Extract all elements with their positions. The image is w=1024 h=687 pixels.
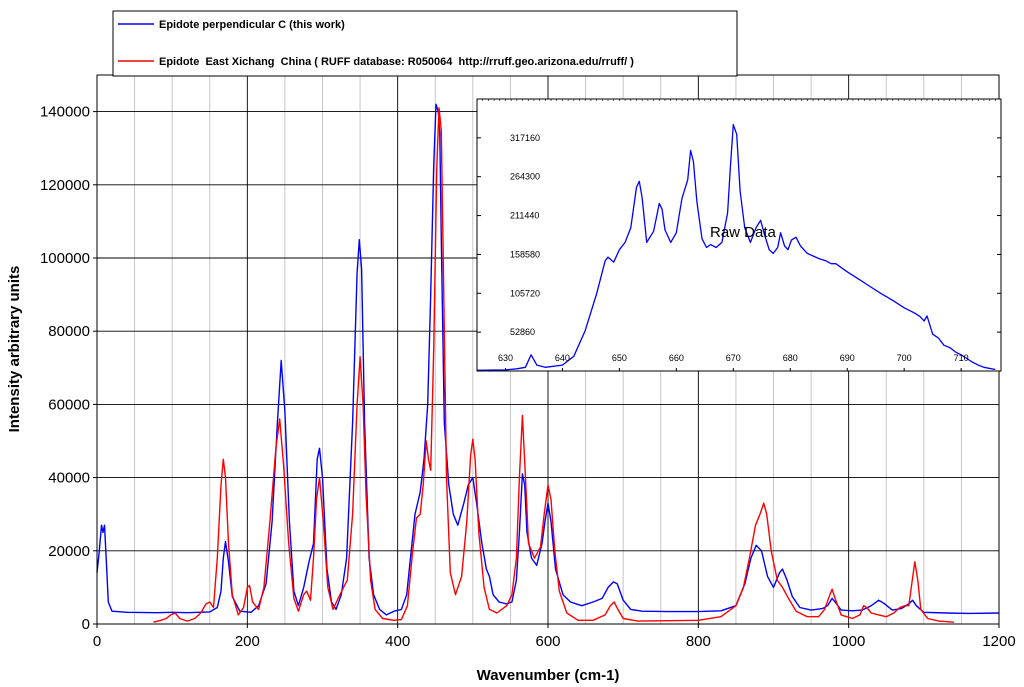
series-line-epidote-east-xichang: [153, 107, 954, 623]
inset-x-tick-label: 650: [612, 353, 627, 363]
legend: Epidote perpendicular C (this work) Epid…: [112, 10, 738, 77]
inset-x-tick-label: 710: [954, 353, 969, 363]
legend-label-series-1: Epidote perpendicular C (this work): [159, 19, 345, 31]
legend-label-series-2: Epidote East Xichang China ( RUFF databa…: [159, 56, 634, 68]
inset-chart: 630 640 650 660 670 680 690 700 710 52860 105720 1…: [476, 98, 1002, 372]
y-tick-label: 0: [82, 616, 90, 633]
inset-series-group: [476, 124, 996, 371]
inset-y-tick-label: 105720: [510, 288, 540, 298]
inset-annotation: Raw Data: [710, 224, 777, 241]
main-y-ticks: 0 20000 40000 60000 80000 100000 120000 140000: [40, 104, 97, 633]
y-tick-label: 100000: [40, 250, 90, 267]
inset-y-ticks: 52860 105720 158580 211440 264300 317160: [477, 133, 1001, 337]
x-axis-label: Wavenumber (cm-1): [477, 667, 620, 684]
x-tick-label: 200: [235, 633, 260, 650]
inset-y-tick-label: 211440: [510, 211, 539, 221]
y-axis-label: Intensity arbitrary units: [6, 266, 23, 433]
main-series-group: [96, 103, 1000, 623]
inset-y-tick-label: 158580: [510, 249, 540, 259]
inset-y-tick-label: 264300: [510, 172, 540, 182]
y-tick-label: 20000: [48, 543, 90, 560]
inset-x-tick-label: 680: [783, 353, 798, 363]
inset-series-line-raw-data: [476, 124, 996, 371]
x-tick-label: 1000: [832, 633, 865, 650]
inset-y-tick-label: 317160: [510, 133, 540, 143]
inset-x-tick-label: 700: [897, 353, 912, 363]
y-tick-label: 40000: [48, 470, 90, 487]
y-tick-label: 80000: [48, 323, 90, 340]
x-tick-label: 400: [385, 633, 410, 650]
y-tick-label: 120000: [40, 177, 90, 194]
inset-y-tick-label: 52860: [510, 327, 535, 337]
inset-x-tick-label: 660: [669, 353, 684, 363]
x-tick-label: 1200: [982, 633, 1015, 650]
y-tick-label: 140000: [40, 104, 90, 121]
inset-x-tick-label: 670: [726, 353, 741, 363]
inset-x-tick-label: 630: [498, 353, 513, 363]
inset-x-tick-label: 640: [555, 353, 570, 363]
x-tick-label: 800: [686, 633, 711, 650]
y-tick-label: 60000: [48, 396, 90, 413]
inset-frame-bg: [476, 98, 1002, 372]
main-x-ticks: 0 200 400 600 800 1000 1200: [93, 624, 1016, 650]
series-line-epidote-perpendicular-c: [96, 103, 1000, 616]
x-tick-label: 0: [93, 633, 101, 650]
legend-box: [112, 10, 738, 77]
inset-x-ticks: 630 640 650 660 670 680 690 700 710: [476, 99, 1002, 371]
x-tick-label: 600: [535, 633, 560, 650]
inset-x-tick-label: 690: [840, 353, 855, 363]
